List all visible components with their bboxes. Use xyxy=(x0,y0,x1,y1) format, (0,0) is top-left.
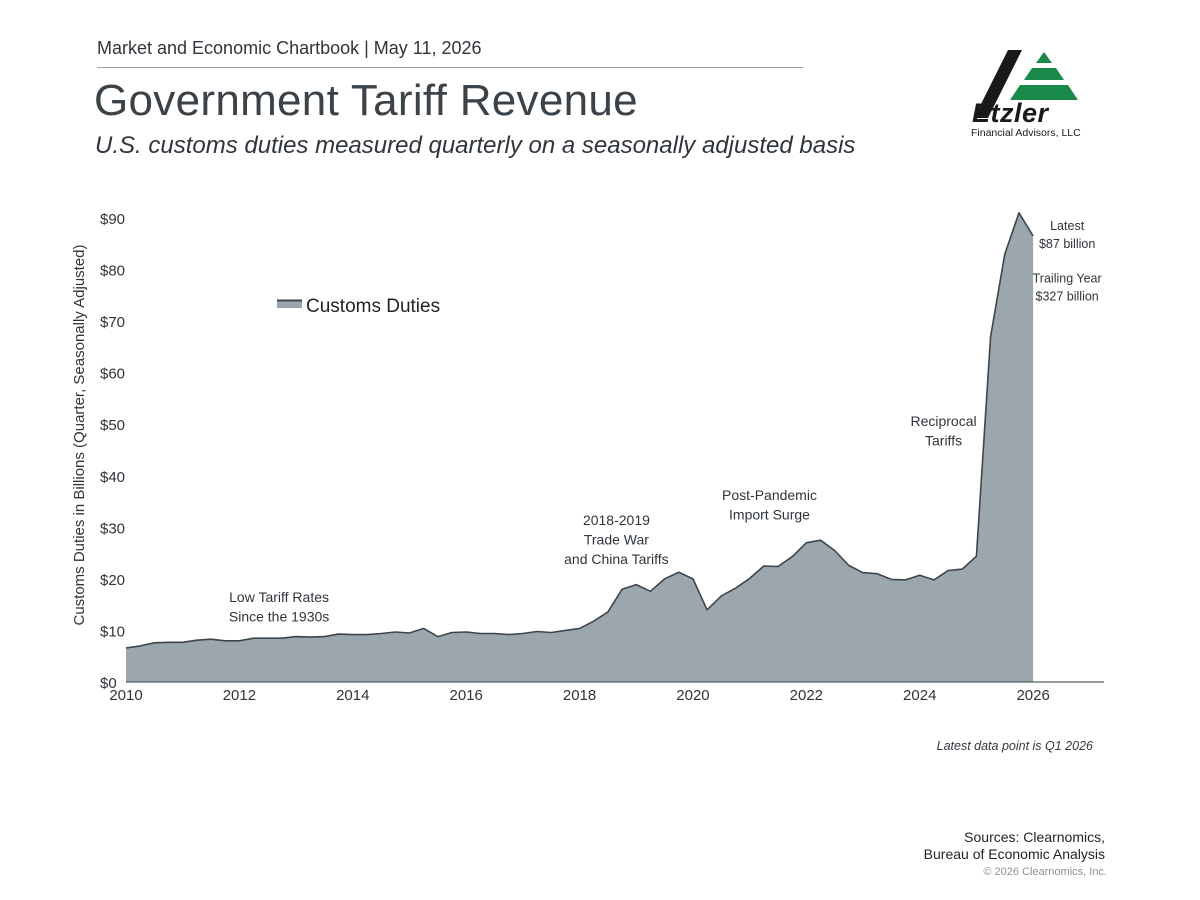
page-subtitle: U.S. customs duties measured quarterly o… xyxy=(95,132,856,159)
y-tick-label: $80 xyxy=(100,263,125,280)
customs-duties-line xyxy=(125,212,1034,649)
sources-line-1: Sources: Clearnomics, xyxy=(964,829,1105,845)
footnote: Latest data point is Q1 2026 xyxy=(936,739,1093,753)
x-tick-label: 2018 xyxy=(563,687,596,704)
x-tick-label: 2010 xyxy=(109,687,142,704)
header-rule xyxy=(97,67,803,68)
y-axis-label: Customs Duties in Billions (Quarter, Sea… xyxy=(71,244,88,625)
logo-name: Etzler xyxy=(972,98,1049,128)
x-tick-label: 2014 xyxy=(336,687,369,704)
y-tick-label: $90 xyxy=(100,211,125,228)
chart-annotation: 2018-2019 Trade War and China Tariffs xyxy=(564,512,669,567)
y-tick-label: $40 xyxy=(100,469,125,486)
legend-label: Customs Duties xyxy=(306,296,440,317)
chart-annotation: Trailing Year $327 billion xyxy=(1033,271,1102,303)
y-tick-label: $0 xyxy=(100,675,117,692)
y-tick-label: $60 xyxy=(100,366,125,383)
x-tick-label: 2022 xyxy=(790,687,823,704)
logo-tagline: Financial Advisors, LLC xyxy=(971,127,1081,139)
page-title: Government Tariff Revenue xyxy=(94,76,638,125)
y-tick-label: $20 xyxy=(100,572,125,589)
chart-annotation: Latest $87 billion xyxy=(1039,219,1095,251)
copyright: © 2026 Clearnomics, Inc. xyxy=(983,866,1107,878)
y-tick-label: $30 xyxy=(100,520,125,537)
sources-line-2: Bureau of Economic Analysis xyxy=(923,846,1105,862)
chart-annotation: Reciprocal Tariffs xyxy=(910,413,976,449)
customs-duties-area xyxy=(126,212,1034,683)
x-tick-label: 2012 xyxy=(223,687,256,704)
x-tick-label: 2016 xyxy=(449,687,482,704)
y-tick-label: $70 xyxy=(100,314,125,331)
x-tick-label: 2024 xyxy=(903,687,936,704)
etzler-logo-icon xyxy=(974,50,1078,118)
chart-annotation: Low Tariff Rates Since the 1930s xyxy=(229,589,329,625)
sources: Sources: Clearnomics, Bureau of Economic… xyxy=(924,829,1105,863)
y-tick-label: $10 xyxy=(100,623,125,640)
y-tick-label: $50 xyxy=(100,417,125,434)
x-tick-label: 2026 xyxy=(1016,687,1049,704)
legend-swatch xyxy=(277,300,302,308)
chart-annotation: Post-Pandemic Import Surge xyxy=(722,487,817,523)
x-tick-label: 2020 xyxy=(676,687,709,704)
chartbook-header: Market and Economic Chartbook | May 11, … xyxy=(97,38,482,58)
